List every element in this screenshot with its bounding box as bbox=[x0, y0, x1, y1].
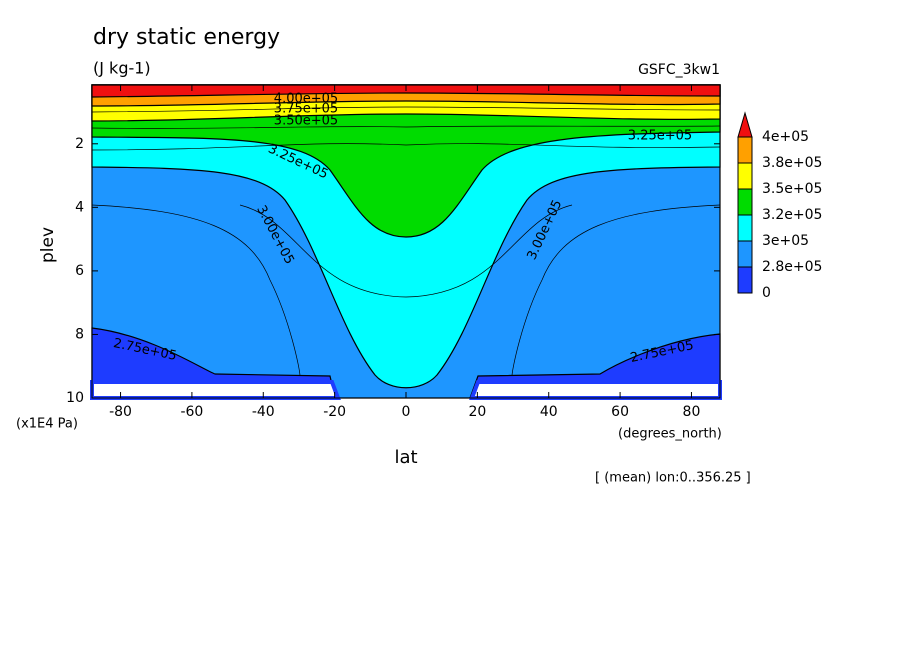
x-tick-label: -20 bbox=[323, 404, 346, 420]
y-tick-label: 4 bbox=[75, 199, 84, 215]
colorbar-label: 3e+05 bbox=[762, 233, 809, 249]
filled-region bbox=[91, 84, 721, 238]
x-tick-label: 0 bbox=[402, 404, 411, 420]
colorbar-label: 3.5e+05 bbox=[762, 181, 822, 197]
y-tick-label: 2 bbox=[75, 136, 84, 152]
ground bbox=[90, 380, 341, 400]
contour-label: 3.50e+05 bbox=[274, 114, 338, 129]
ground bbox=[469, 380, 722, 400]
x-tick-label: -40 bbox=[252, 404, 275, 420]
chart-title: dry static energy bbox=[93, 25, 280, 50]
contour-label: 3.75e+05 bbox=[274, 102, 338, 117]
contour-label: 3.25e+05 bbox=[628, 129, 692, 144]
colorbar-box bbox=[737, 162, 753, 190]
colorbar-box bbox=[737, 136, 753, 164]
source: GSFC_3kw1 bbox=[638, 62, 720, 78]
note: [ (mean) lon:0..356.25 ] bbox=[595, 471, 751, 486]
colorbar-box bbox=[737, 214, 753, 242]
x-tick-label: -60 bbox=[180, 404, 203, 420]
x-tick-label: 40 bbox=[540, 404, 558, 420]
y-units: (x1E4 Pa) bbox=[16, 417, 78, 432]
x-tick-label: -80 bbox=[109, 404, 132, 420]
y-tick-label: 6 bbox=[75, 263, 84, 279]
contour-line bbox=[91, 143, 721, 151]
x-axis-label: lat bbox=[394, 447, 417, 468]
colorbar-label: 4e+05 bbox=[762, 129, 809, 145]
colorbar-label: 3.8e+05 bbox=[762, 155, 822, 171]
contour-line bbox=[91, 106, 721, 113]
contour-line bbox=[239, 204, 573, 298]
x-tick-label: 80 bbox=[683, 404, 701, 420]
x-units: (degrees_north) bbox=[618, 427, 722, 442]
colorbar-box bbox=[737, 240, 753, 268]
contour-plot: 4.00e+053.75e+053.50e+053.25e+053.25e+05… bbox=[90, 84, 722, 400]
colorbar-box bbox=[737, 266, 753, 294]
y-axis-label: plev bbox=[38, 227, 58, 263]
colorbar-arrow bbox=[737, 111, 753, 138]
y-tick-label: 10 bbox=[66, 390, 84, 406]
x-tick-label: 20 bbox=[468, 404, 486, 420]
colorbar-label: 2.8e+05 bbox=[762, 259, 822, 275]
x-tick-label: 60 bbox=[611, 404, 629, 420]
y-tick-label: 8 bbox=[75, 326, 84, 342]
colorbar-label: 3.2e+05 bbox=[762, 207, 822, 223]
units: (J kg-1) bbox=[93, 59, 151, 78]
colorbar-box bbox=[737, 188, 753, 216]
contour-label: 4.00e+05 bbox=[274, 92, 338, 107]
contour-line bbox=[91, 204, 301, 377]
contour-line bbox=[511, 204, 721, 377]
colorbar-label: 0 bbox=[762, 285, 771, 301]
contour-line bbox=[91, 125, 721, 129]
